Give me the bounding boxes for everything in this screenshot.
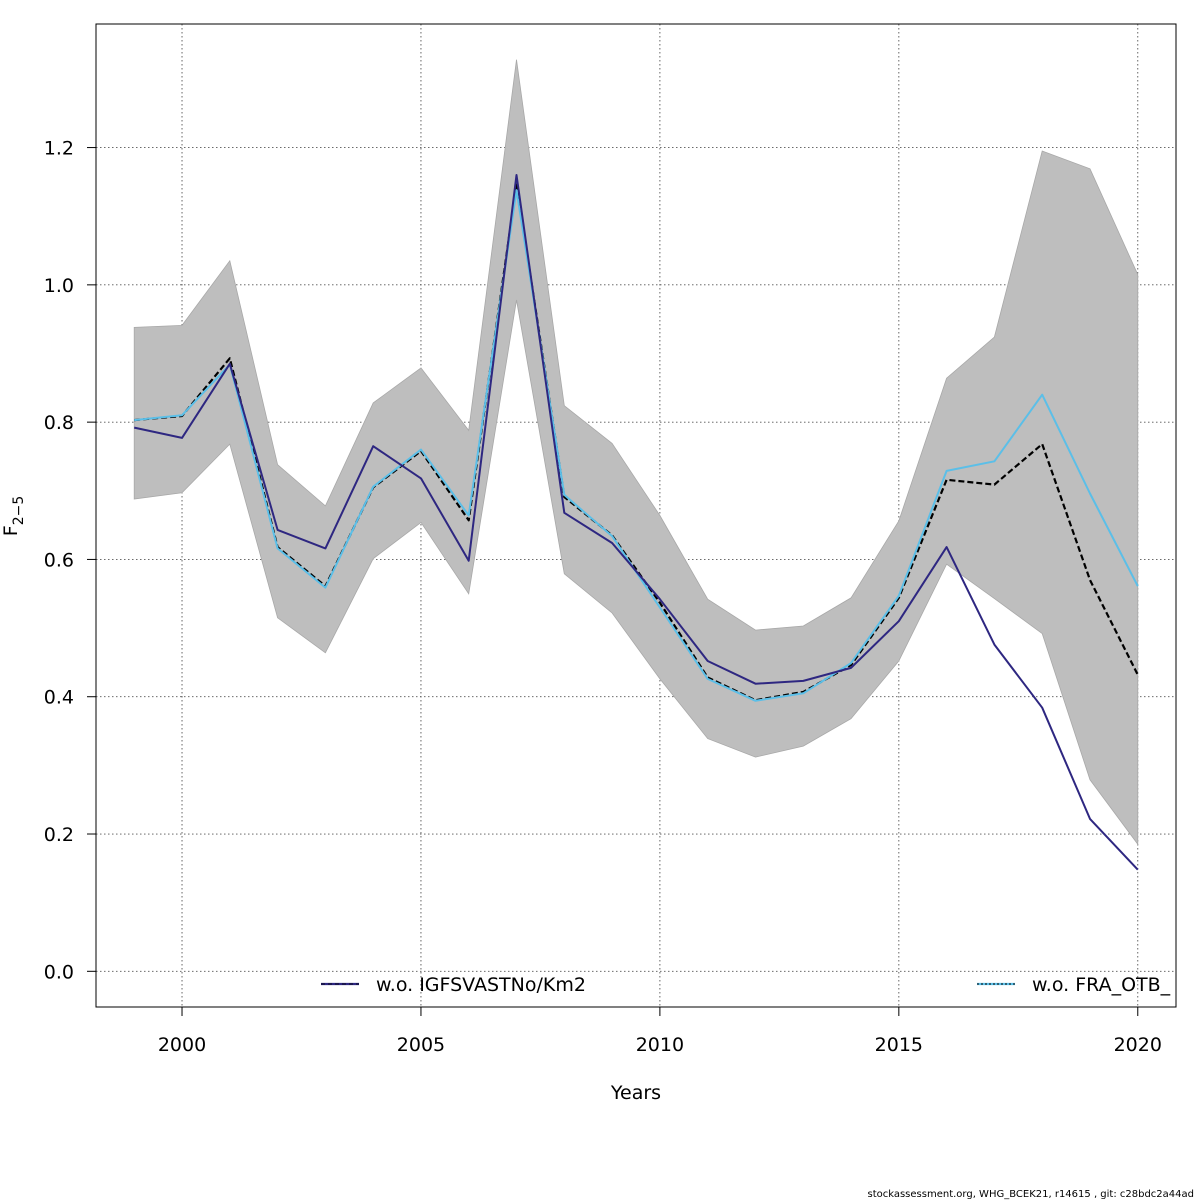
y-axis-title-main: F [0,525,22,536]
legend: w.o. IGFSVASTNo/Km2 w.o. FRA_OTB_ [321,974,1171,996]
svg-text:F2−5: F2−5 [0,496,27,536]
x-tick-label-0: 2000 [158,1034,206,1056]
series-lines [133,174,1139,871]
plot-frame [95,23,1177,1008]
y-tick-label-3: 0.6 [44,549,74,571]
y-axis: 0.0 0.2 0.4 0.6 0.8 1.0 1.2 [44,138,96,983]
legend-label-series-2: w.o. FRA_OTB_ [1032,974,1171,996]
series-line-0 [134,183,1139,702]
x-tick-label-4: 2020 [1114,1034,1162,1056]
footer-credit: stockassessment.org, WHG_BCEK21, r14615 … [867,1189,1194,1200]
x-axis-title: Years [610,1082,661,1104]
y-tick-label-1: 0.2 [44,824,74,846]
y-tick-label-5: 1.0 [44,275,74,297]
x-tick-label-2: 2010 [636,1034,684,1056]
y-axis-title-subscript: 2−5 [11,496,27,526]
confidence-band [133,59,1139,846]
y-tick-label-6: 1.2 [44,138,74,160]
y-tick-label-4: 0.8 [44,412,74,434]
x-axis: 2000 2005 2010 2015 2020 [158,1007,1162,1056]
y-axis-title: F2−5 [0,496,27,536]
x-tick-label-3: 2015 [875,1034,923,1056]
y-tick-label-0: 0.0 [44,961,74,983]
legend-label-series-1: w.o. IGFSVASTNo/Km2 [376,974,586,996]
x-tick-label-1: 2005 [397,1034,445,1056]
y-tick-label-2: 0.4 [44,687,74,709]
series-line-1 [133,174,1139,871]
